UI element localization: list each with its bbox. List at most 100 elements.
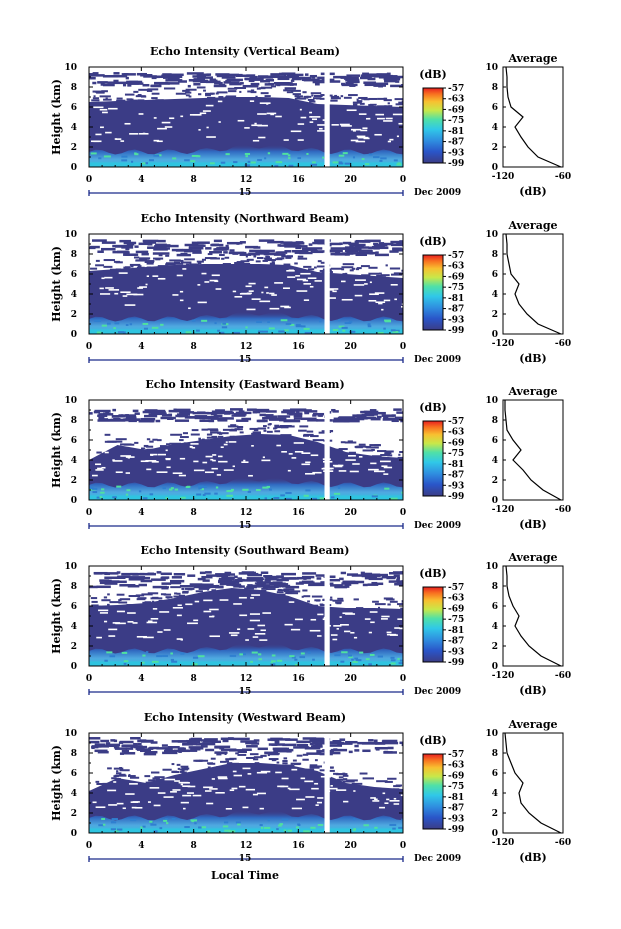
low-echo-cell (262, 330, 268, 333)
echo-gap-cell (199, 112, 207, 115)
echo-gap-cell (183, 807, 186, 810)
fringe-echo-cell (377, 450, 387, 453)
upper-echo-cell (227, 737, 234, 740)
fringe-echo-cell (195, 585, 199, 588)
fringe-echo-cell (303, 265, 312, 268)
upper-echo-cell (345, 78, 360, 82)
echo-gap-cell (182, 794, 192, 797)
fringe-echo-cell (276, 761, 280, 764)
upper-echo-cell (309, 739, 326, 743)
avg-y-tick-label: 4 (492, 123, 498, 133)
echo-gap-cell (348, 455, 356, 457)
fringe-echo-cell (359, 772, 368, 775)
echo-gap-cell (187, 622, 198, 625)
upper-echo-cell (178, 414, 189, 418)
fringe-echo-cell (355, 607, 364, 610)
upper-echo-cell (160, 416, 176, 420)
echo-gap-cell (266, 292, 269, 294)
low-echo-cell (334, 654, 341, 657)
low-echo-cell (268, 327, 275, 330)
echo-gap-cell (108, 289, 120, 291)
upper-echo-cell (283, 419, 296, 422)
colorbar-tick-label: -81 (448, 294, 464, 304)
fringe-echo-cell (229, 435, 235, 438)
colorbar (422, 420, 444, 497)
echo-gap-cell (169, 117, 175, 120)
echo-gap-cell (260, 629, 266, 632)
upper-echo-cell (133, 745, 148, 749)
low-echo-cell (145, 651, 149, 654)
low-echo-cell (310, 826, 316, 829)
echo-gap-cell (289, 788, 300, 791)
data-gap (324, 733, 330, 833)
fringe-echo-cell (140, 447, 146, 450)
avg-y-tick-label: 2 (492, 476, 498, 486)
y-tick-label: 8 (71, 749, 77, 759)
upper-echo-cell (195, 585, 210, 588)
low-echo-cell (368, 153, 373, 156)
upper-echo-cell (192, 411, 209, 415)
low-echo-cell (298, 823, 301, 826)
upper-echo-cell (113, 81, 130, 85)
echo-gap-cell (247, 773, 252, 775)
upper-echo-cell (299, 581, 315, 584)
low-echo-cell (283, 329, 289, 332)
upper-echo-cell (281, 82, 293, 85)
month-label: Dec 2009 (414, 188, 461, 198)
upper-echo-cell (195, 743, 204, 746)
echo-gap-cell (114, 292, 119, 295)
fringe-echo-cell (395, 784, 403, 787)
fringe-echo-cell (91, 600, 98, 603)
low-echo-cell (259, 824, 263, 827)
upper-echo-cell (165, 79, 183, 82)
avg-x-tick-label: -120 (492, 838, 515, 848)
fringe-echo-cell (146, 260, 155, 263)
echo-gap-cell (252, 139, 260, 142)
upper-echo-cell (217, 419, 228, 422)
upper-echo-cell (396, 578, 400, 582)
echo-gap-cell (242, 767, 251, 770)
upper-echo-cell (93, 571, 108, 575)
fringe-echo-cell (92, 90, 102, 93)
echo-gap-cell (249, 619, 260, 622)
upper-echo-cell (258, 239, 275, 242)
fringe-echo-cell (109, 601, 120, 604)
fringe-echo-cell (281, 255, 293, 258)
upper-echo-cell (294, 412, 303, 415)
fringe-echo-cell (224, 753, 227, 756)
echo-gap-cell (223, 443, 228, 446)
low-echo-cell (340, 660, 345, 663)
fringe-echo-cell (144, 775, 151, 778)
low-echo-cell (171, 660, 178, 663)
low-echo-cell (342, 329, 346, 332)
low-echo-cell (270, 663, 276, 666)
average-frame (502, 565, 564, 667)
fringe-echo-cell (100, 454, 105, 457)
upper-echo-cell (168, 73, 184, 77)
echo-gap-cell (95, 133, 102, 136)
fringe-echo-cell (307, 268, 315, 271)
upper-echo-cell (294, 251, 302, 254)
echo-gap-cell (316, 801, 323, 804)
upper-echo-cell (308, 243, 313, 246)
upper-echo-cell (123, 241, 137, 245)
fringe-echo-cell (393, 788, 400, 791)
upper-echo-cell (92, 81, 97, 85)
low-echo-cell (235, 821, 241, 824)
low-echo-cell (267, 321, 271, 324)
heatmap (89, 400, 403, 500)
x-tick-label: 16 (292, 342, 305, 352)
upper-echo-cell (161, 744, 168, 747)
low-echo-cell (99, 496, 103, 499)
fringe-echo-cell (130, 265, 134, 268)
fringe-echo-cell (255, 762, 260, 765)
fringe-echo-cell (147, 592, 159, 595)
echo-gap-cell (197, 301, 207, 304)
upper-echo-cell (284, 250, 292, 253)
low-echo-cell (380, 157, 387, 160)
low-echo-cell (242, 488, 249, 491)
upper-echo-cell (399, 583, 403, 587)
low-echo-cell (257, 653, 262, 656)
low-echo-cell (101, 488, 105, 491)
upper-echo-cell (346, 250, 350, 253)
